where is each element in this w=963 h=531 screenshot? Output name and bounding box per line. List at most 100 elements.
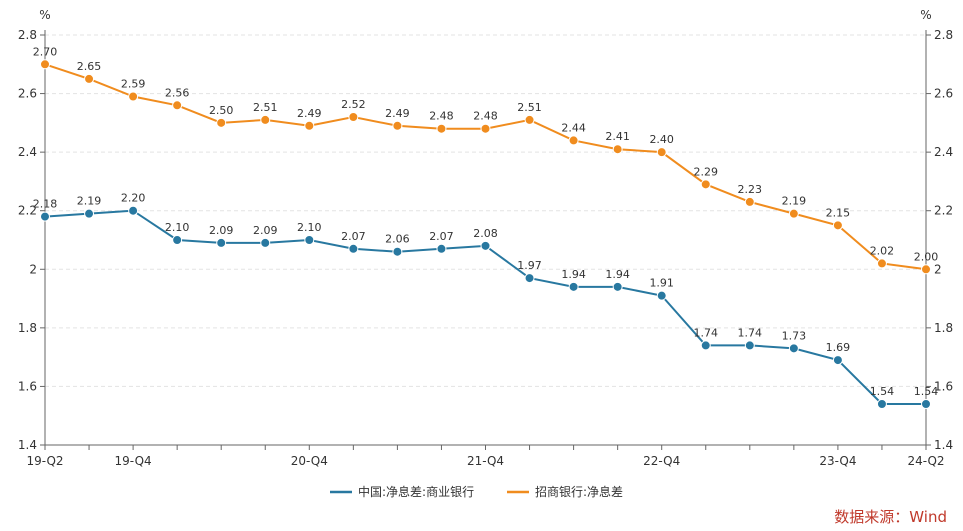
data-label: 2.56 [165, 86, 190, 99]
left-tick-label: 2.4 [18, 145, 37, 159]
data-label: 2.51 [517, 101, 542, 114]
right-tick-label: 2.8 [934, 28, 953, 42]
data-point [524, 273, 535, 284]
data-label: 1.54 [914, 385, 939, 398]
data-point [744, 196, 755, 207]
legend-item-1[interactable]: 中国:净息差:商业银行 [330, 484, 474, 499]
data-label: 1.94 [605, 268, 630, 281]
data-point [480, 123, 491, 134]
data-point [921, 399, 931, 409]
data-point [656, 147, 667, 158]
data-point [260, 237, 271, 248]
right-tick-label: 2.2 [934, 204, 953, 218]
legend-label: 中国:净息差:商业银行 [358, 484, 474, 499]
data-point [876, 258, 887, 269]
data-point [876, 399, 887, 409]
right-tick-label: 1.6 [934, 379, 953, 393]
data-point [436, 243, 447, 254]
data-label: 2.06 [385, 233, 410, 246]
data-label: 2.20 [121, 192, 146, 205]
data-point [304, 120, 315, 131]
data-label: 1.74 [694, 326, 719, 339]
right-tick-label: 1.4 [934, 438, 953, 452]
x-tick-label: 21-Q4 [467, 454, 504, 468]
right-tick-label: 2 [934, 262, 942, 276]
data-point [128, 91, 139, 102]
data-label: 1.54 [870, 385, 895, 398]
x-tick-label: 23-Q4 [819, 454, 856, 468]
data-label: 2.52 [341, 98, 366, 111]
series-2: 2.70 2.65 2.59 2.56 2.50 2.51 2.49 2.52 2.49 2.48… [33, 45, 938, 275]
data-point [612, 144, 623, 155]
data-point [744, 340, 755, 351]
data-point [84, 208, 95, 219]
data-label: 2.10 [165, 221, 190, 234]
data-label: 2.19 [77, 195, 102, 208]
data-label: 2.07 [341, 230, 366, 243]
left-axis-unit: % [39, 8, 50, 22]
left-tick-label: 1.8 [18, 321, 37, 335]
data-label: 2.44 [561, 121, 586, 134]
x-tick-label: 22-Q4 [643, 454, 680, 468]
right-tick-label: 2.4 [934, 145, 953, 159]
legend-label: 招商银行:净息差 [535, 484, 623, 499]
data-point [260, 114, 271, 125]
series-layer: 2.18 2.19 2.20 2.10 2.09 2.09 2.10 2.07 2.06 2.07… [33, 45, 939, 409]
data-label: 2.59 [121, 78, 146, 91]
left-tick-label: 2.8 [18, 28, 37, 42]
data-point [216, 237, 227, 248]
data-point [348, 243, 359, 254]
axes: 1.4 1.41.6 1.61.8 1.82 22.2 2.22.4 2.42.6 2.62.… [18, 28, 953, 468]
data-point [40, 211, 50, 222]
data-point [788, 343, 799, 354]
data-point [392, 246, 403, 257]
legend-item-2[interactable]: 招商银行:净息差 [507, 484, 623, 499]
data-point [612, 281, 623, 292]
data-label: 1.74 [738, 326, 763, 339]
data-point [172, 235, 183, 245]
left-tick-label: 1.6 [18, 379, 37, 393]
data-point [568, 281, 579, 292]
left-tick-label: 1.4 [18, 438, 37, 452]
left-tick-label: 2.2 [18, 204, 37, 218]
data-label: 2.18 [33, 198, 58, 211]
data-label: 2.02 [870, 244, 895, 257]
data-label: 1.73 [782, 329, 807, 342]
legend[interactable]: 中国:净息差:商业银行 招商银行:净息差 [330, 484, 623, 499]
data-point [40, 59, 50, 70]
data-point [348, 112, 359, 122]
data-point [832, 220, 843, 231]
x-tick-label: 19-Q4 [115, 454, 152, 468]
data-label: 2.51 [253, 101, 278, 114]
data-label: 2.48 [473, 110, 498, 123]
source-note: 数据来源：Wind [834, 508, 947, 526]
data-label: 2.49 [385, 107, 410, 120]
data-point [216, 117, 227, 128]
data-label: 1.94 [561, 268, 586, 281]
data-label: 1.97 [517, 259, 542, 272]
data-label: 2.70 [33, 45, 58, 58]
data-label: 2.19 [782, 195, 807, 208]
right-axis-unit: % [920, 8, 931, 22]
data-point [700, 179, 711, 190]
data-label: 2.50 [209, 104, 234, 117]
data-point [480, 240, 491, 251]
data-point [700, 340, 711, 351]
data-label: 2.29 [694, 165, 719, 178]
data-label: 2.09 [209, 224, 234, 237]
data-point [524, 114, 535, 125]
data-point [128, 205, 139, 216]
data-point [392, 120, 403, 131]
right-tick-label: 1.8 [934, 321, 953, 335]
data-label: 2.09 [253, 224, 278, 237]
data-label: 2.65 [77, 60, 102, 73]
series-1: 2.18 2.19 2.20 2.10 2.09 2.09 2.10 2.07 2.06 2.07… [33, 192, 939, 409]
data-label: 2.07 [429, 230, 454, 243]
data-point [172, 100, 183, 111]
right-tick-label: 2.6 [934, 87, 953, 101]
data-label: 2.40 [649, 133, 674, 146]
data-label: 2.48 [429, 110, 454, 123]
data-label: 1.69 [826, 341, 851, 354]
data-point [788, 208, 799, 219]
